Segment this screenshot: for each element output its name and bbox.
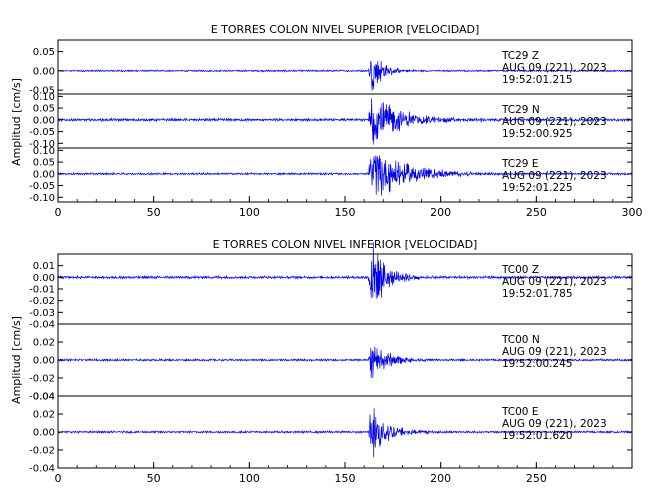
top-y-axis-label: Amplitud [cm/s] xyxy=(10,78,23,166)
y-tick-label: 0.10 xyxy=(33,92,55,103)
waveform-line xyxy=(58,98,633,145)
date-label: AUG 09 (221), 2023 xyxy=(502,346,607,358)
station-label: TC00 E xyxy=(501,406,538,418)
waveform-line xyxy=(57,346,633,378)
waveform-line xyxy=(57,155,633,196)
x-tick-label: 0 xyxy=(55,206,62,219)
time-label: 19:52:01.785 xyxy=(502,288,573,300)
x-tick-label: 0 xyxy=(55,472,62,485)
y-tick-label: 0.00 xyxy=(33,169,55,180)
waveform-line xyxy=(58,60,633,91)
x-tick-label: 100 xyxy=(239,206,260,219)
x-tick-label: 100 xyxy=(239,472,260,485)
y-tick-label: 0.01 xyxy=(33,261,55,272)
x-tick-label: 150 xyxy=(335,206,356,219)
x-tick-label: 50 xyxy=(147,472,161,485)
time-label: 19:52:01.215 xyxy=(502,74,573,86)
y-tick-label: 0.05 xyxy=(33,104,55,115)
y-tick-label: -0.05 xyxy=(29,86,55,97)
x-tick-label: 50 xyxy=(147,206,161,219)
station-label: TC29 N xyxy=(501,104,540,116)
y-tick-label: -0.10 xyxy=(29,193,55,204)
y-tick-label: 0.00 xyxy=(33,115,55,126)
y-tick-label: 0.00 xyxy=(33,66,55,77)
station-label: TC29 E xyxy=(501,158,538,170)
time-label: 19:52:00.245 xyxy=(502,358,573,370)
time-label: 19:52:01.620 xyxy=(502,430,573,442)
y-tick-label: 0.02 xyxy=(33,410,55,421)
y-tick-label: -0.02 xyxy=(29,296,55,307)
x-tick-label: 250 xyxy=(526,206,547,219)
waveform-line xyxy=(57,408,633,458)
y-tick-label: -0.04 xyxy=(29,320,55,331)
y-tick-label: 0.00 xyxy=(33,428,55,439)
y-tick-label: -0.05 xyxy=(29,181,55,192)
date-label: AUG 09 (221), 2023 xyxy=(502,116,607,128)
bottom-y-axis-label: Amplitud [cm/s] xyxy=(10,316,23,404)
y-tick-label: -0.10 xyxy=(29,139,55,150)
x-tick-label: 200 xyxy=(430,472,451,485)
top-chart-title: E TORRES COLON NIVEL SUPERIOR [VELOCIDAD… xyxy=(211,23,480,36)
date-label: AUG 09 (221), 2023 xyxy=(502,62,607,74)
y-tick-label: 0.05 xyxy=(33,158,55,169)
y-tick-label: 0.05 xyxy=(33,47,55,58)
y-tick-label: 0.04 xyxy=(33,392,55,403)
date-label: AUG 09 (221), 2023 xyxy=(502,170,607,182)
waveform-line xyxy=(57,242,633,299)
y-tick-label: -0.04 xyxy=(29,464,55,475)
x-tick-label: 250 xyxy=(526,472,547,485)
station-label: TC00 Z xyxy=(501,264,539,276)
station-label: TC00 N xyxy=(501,334,540,346)
x-tick-label: 200 xyxy=(430,206,451,219)
y-tick-label: 0.02 xyxy=(33,338,55,349)
date-label: AUG 09 (221), 2023 xyxy=(502,418,607,430)
station-label: TC29 Z xyxy=(501,50,539,62)
time-label: 19:52:00.925 xyxy=(502,128,573,140)
date-label: AUG 09 (221), 2023 xyxy=(502,276,607,288)
y-tick-label: 0.00 xyxy=(33,356,55,367)
y-tick-label: -0.03 xyxy=(29,308,55,319)
x-tick-label: 150 xyxy=(335,472,356,485)
y-tick-label: -0.02 xyxy=(29,446,55,457)
y-tick-label: -0.01 xyxy=(29,285,55,296)
y-tick-label: -0.04 xyxy=(29,392,55,403)
y-tick-label: 0.00 xyxy=(33,273,55,284)
y-tick-label: -0.02 xyxy=(29,374,55,385)
y-tick-label: -0.05 xyxy=(29,127,55,138)
time-label: 19:52:01.225 xyxy=(502,182,573,194)
y-tick-label: 0.10 xyxy=(33,146,55,157)
x-tick-label: 300 xyxy=(622,206,643,219)
bottom-chart-title: E TORRES COLON NIVEL INFERIOR [VELOCIDAD… xyxy=(213,238,478,251)
